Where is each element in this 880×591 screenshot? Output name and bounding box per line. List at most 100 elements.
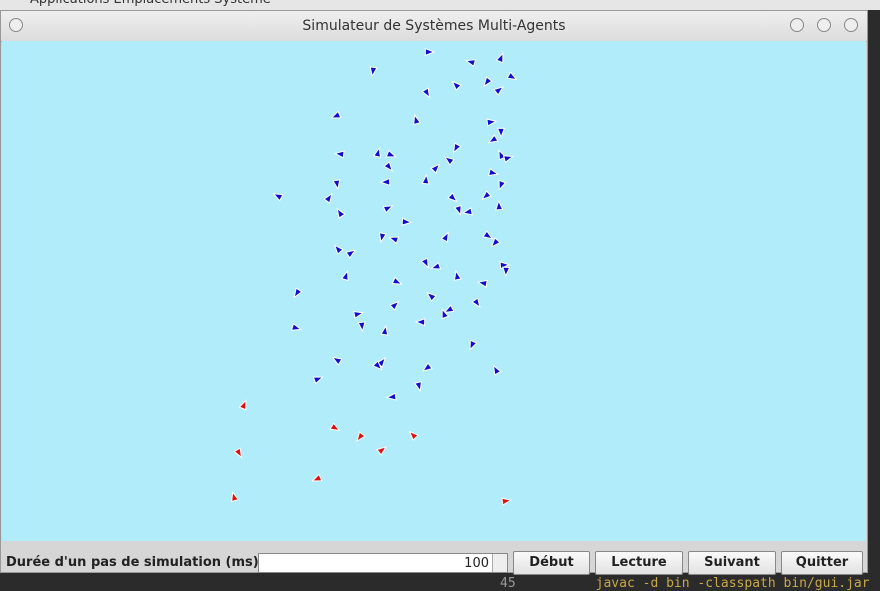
agent [233, 447, 243, 459]
agent [471, 297, 481, 309]
agent [481, 190, 492, 201]
agent [501, 497, 513, 506]
agent [357, 321, 366, 333]
start-button[interactable]: Début [513, 551, 590, 575]
agent [387, 236, 400, 245]
terminal-command: javac -d bin -classpath bin/gui.jar [595, 576, 870, 591]
agent [413, 113, 422, 126]
agent [430, 163, 441, 174]
agent [414, 318, 426, 327]
agent [372, 360, 383, 371]
agent [453, 204, 462, 217]
agent [441, 308, 450, 320]
agent [453, 269, 462, 281]
agent [487, 134, 499, 144]
agent [331, 356, 343, 366]
agent [506, 71, 518, 81]
system-menu[interactable]: Applications Emplacements Système [30, 0, 271, 7]
agent [372, 146, 382, 159]
agent [293, 287, 303, 299]
step-spinner[interactable]: 100 [258, 553, 508, 573]
agent [336, 207, 346, 219]
agent [476, 279, 488, 288]
terminal-line: 45 javac -d bin -classpath bin/gui.jar [500, 576, 870, 591]
step-value: 100 [464, 556, 489, 571]
agent [378, 232, 387, 244]
quit-button[interactable]: Quitter [781, 551, 863, 575]
agent [353, 310, 365, 319]
agent [389, 300, 400, 311]
agent [498, 179, 507, 191]
agent [329, 422, 341, 432]
agent [492, 364, 502, 376]
agent [383, 161, 394, 172]
simulation-canvas [2, 41, 866, 541]
agent [391, 276, 403, 285]
agent [483, 76, 493, 88]
agent [345, 249, 357, 259]
agent [440, 231, 449, 243]
title-bar: Simulateur de Systèmes Multi-Agents [1, 11, 867, 42]
agent [369, 66, 378, 78]
agent [421, 362, 433, 372]
agent [408, 430, 419, 441]
close-button[interactable] [844, 18, 858, 32]
agent [332, 179, 341, 191]
agent [429, 261, 442, 270]
agent [420, 257, 429, 269]
window-title: Simulateur de Systèmes Multi-Agents [302, 18, 566, 34]
agent [379, 177, 391, 187]
agent [382, 205, 394, 214]
agent [311, 473, 323, 482]
agent [238, 399, 247, 411]
agent [482, 230, 494, 240]
agent [385, 392, 397, 401]
agent [447, 192, 458, 203]
agent [290, 322, 303, 331]
play-button[interactable]: Lecture [595, 551, 683, 575]
agent [443, 304, 455, 313]
agent [356, 431, 366, 443]
step-label: Durée d'un pas de simulation (ms) : [6, 555, 269, 570]
agent [340, 269, 349, 282]
agent [502, 266, 511, 278]
agent [421, 87, 431, 99]
agent [424, 47, 436, 57]
agent [380, 324, 389, 336]
agent [330, 110, 342, 119]
agent [452, 142, 462, 154]
agent [312, 376, 324, 385]
agent [486, 118, 498, 127]
maximize-button[interactable] [817, 18, 831, 32]
next-button[interactable]: Suivant [688, 551, 776, 575]
agent [502, 155, 515, 164]
agent [272, 193, 284, 202]
window: Simulateur de Systèmes Multi-Agents Duré… [0, 10, 868, 575]
agent [401, 217, 413, 226]
agent [426, 291, 437, 302]
agent [488, 168, 500, 177]
agent [493, 86, 505, 96]
spinner-arrows[interactable] [492, 554, 507, 572]
agent [469, 339, 478, 351]
line-number: 45 [500, 576, 516, 591]
agent [495, 199, 504, 211]
agent [495, 52, 504, 64]
agent [461, 207, 473, 216]
agent [490, 237, 501, 248]
agent [385, 149, 397, 158]
agent [451, 80, 462, 91]
agent [496, 127, 506, 139]
agent [231, 490, 240, 503]
agent [421, 173, 430, 185]
agent [333, 150, 345, 159]
minimize-button[interactable] [790, 18, 804, 32]
window-menu-button[interactable] [9, 18, 23, 32]
agent [464, 59, 477, 68]
agent [413, 380, 423, 393]
agent [333, 244, 344, 255]
agent [443, 156, 455, 166]
agent [376, 446, 388, 456]
system-bar: Applications Emplacements Système [0, 0, 880, 10]
